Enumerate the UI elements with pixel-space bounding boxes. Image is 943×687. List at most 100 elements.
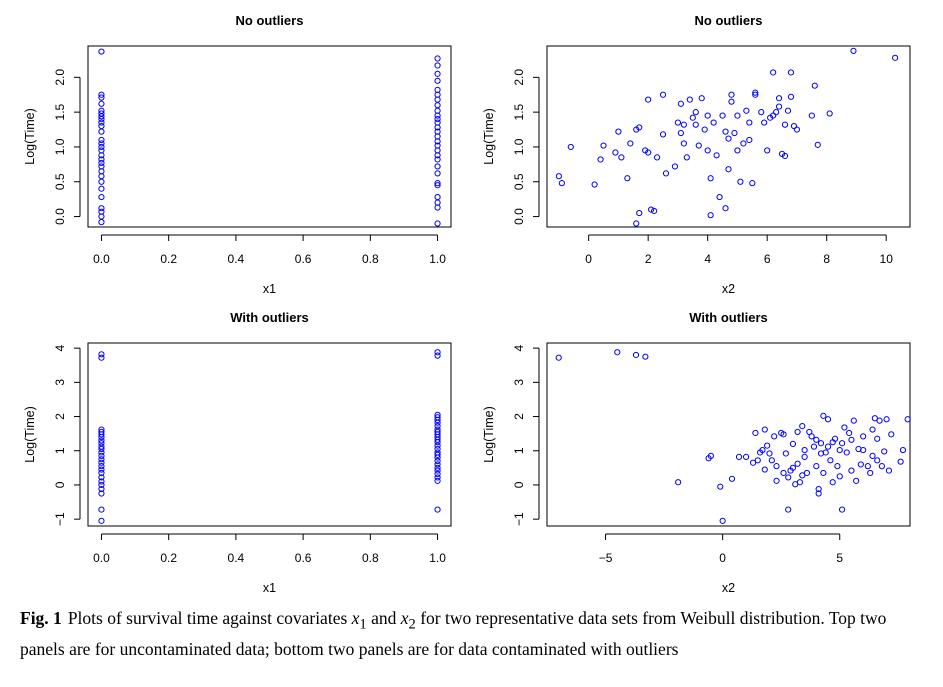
data-point (810, 443, 818, 450)
data-point (867, 469, 874, 477)
data-point (651, 207, 658, 215)
data-point (98, 517, 105, 524)
data-point (808, 433, 815, 440)
data-point (836, 446, 843, 454)
y-tick-label: 2.0 (53, 69, 67, 86)
data-point (746, 136, 753, 144)
data-point (555, 173, 563, 180)
data-point (434, 474, 441, 481)
data-point (689, 114, 696, 121)
data-point (784, 107, 792, 114)
data-point (843, 449, 850, 456)
data-point (752, 429, 759, 437)
data-point (434, 457, 441, 465)
data-point (722, 205, 729, 212)
data-point (98, 440, 105, 447)
x-axis-label: x1 (263, 282, 276, 296)
data-point (615, 128, 622, 135)
data-point (874, 435, 881, 442)
data-point (677, 129, 684, 137)
y-tick-label: −1 (53, 512, 67, 526)
x-tick-label: 0.6 (295, 551, 312, 565)
data-point (813, 463, 820, 470)
data-point (98, 119, 105, 126)
data-point (434, 102, 441, 109)
data-point (434, 461, 441, 468)
data-point (707, 212, 714, 219)
data-point (698, 95, 705, 102)
x-tick-label: 0.6 (295, 252, 312, 266)
data-point (704, 112, 711, 119)
y-tick-label: −1 (512, 512, 526, 526)
data-point (775, 95, 783, 102)
data-point (752, 91, 759, 98)
data-point (591, 181, 598, 188)
data-point (558, 180, 565, 187)
data-point (827, 457, 834, 464)
data-point (815, 490, 822, 497)
data-point (787, 93, 795, 100)
caption-text-2: for two representative data sets from We… (20, 608, 887, 659)
data-point (434, 419, 441, 426)
data-point (680, 121, 687, 128)
data-point (98, 456, 105, 463)
data-point (434, 506, 441, 513)
data-point (434, 454, 441, 461)
x-tick-label: 1.0 (429, 551, 446, 565)
x-tick-label: 8 (823, 252, 830, 266)
data-point (662, 170, 670, 177)
data-point (725, 166, 732, 173)
x-tick-label: −5 (599, 551, 613, 565)
data-point (642, 353, 649, 360)
data-point (754, 457, 761, 464)
data-point (789, 464, 797, 471)
data-point (722, 128, 729, 135)
data-point (680, 140, 687, 147)
data-point (766, 450, 773, 457)
data-point (808, 112, 815, 119)
data-point (881, 448, 888, 455)
data-point (728, 475, 736, 482)
data-point (770, 112, 777, 119)
data-point (614, 349, 621, 356)
panel-title: With outliers (689, 310, 768, 325)
data-point (811, 82, 818, 89)
data-point (878, 463, 885, 470)
data-point (659, 131, 667, 138)
data-point (764, 442, 771, 449)
x-tick-label: 0.4 (228, 252, 245, 266)
data-point (434, 138, 441, 145)
x-tick-label: 0.8 (362, 551, 379, 565)
caption-x2-sub: 2 (408, 616, 416, 633)
data-point (98, 185, 105, 192)
data-point (801, 446, 808, 454)
data-point (793, 126, 801, 133)
data-point (434, 349, 441, 356)
data-point (677, 100, 684, 107)
data-point (98, 48, 105, 55)
data-point (746, 119, 753, 126)
x-tick-label: 0.0 (93, 252, 110, 266)
y-tick-label: 2.0 (512, 69, 526, 86)
data-point (815, 485, 822, 493)
data-point (789, 440, 797, 448)
y-axis-label: Log(Time) (482, 108, 496, 165)
y-axis-label: Log(Time) (482, 406, 496, 463)
data-point (846, 429, 853, 437)
data-point (98, 452, 105, 459)
data-point (728, 91, 735, 98)
data-point (761, 466, 768, 473)
data-point (850, 47, 857, 54)
data-point (780, 431, 787, 438)
data-point (692, 121, 699, 128)
data-point (98, 478, 105, 485)
data-point (857, 461, 864, 468)
data-point (98, 205, 105, 212)
plot-frame (546, 45, 911, 228)
data-point (597, 156, 604, 163)
data-point (98, 136, 105, 144)
data-point (785, 506, 792, 513)
data-point (624, 175, 631, 182)
data-point (869, 426, 876, 433)
data-point (817, 440, 825, 447)
